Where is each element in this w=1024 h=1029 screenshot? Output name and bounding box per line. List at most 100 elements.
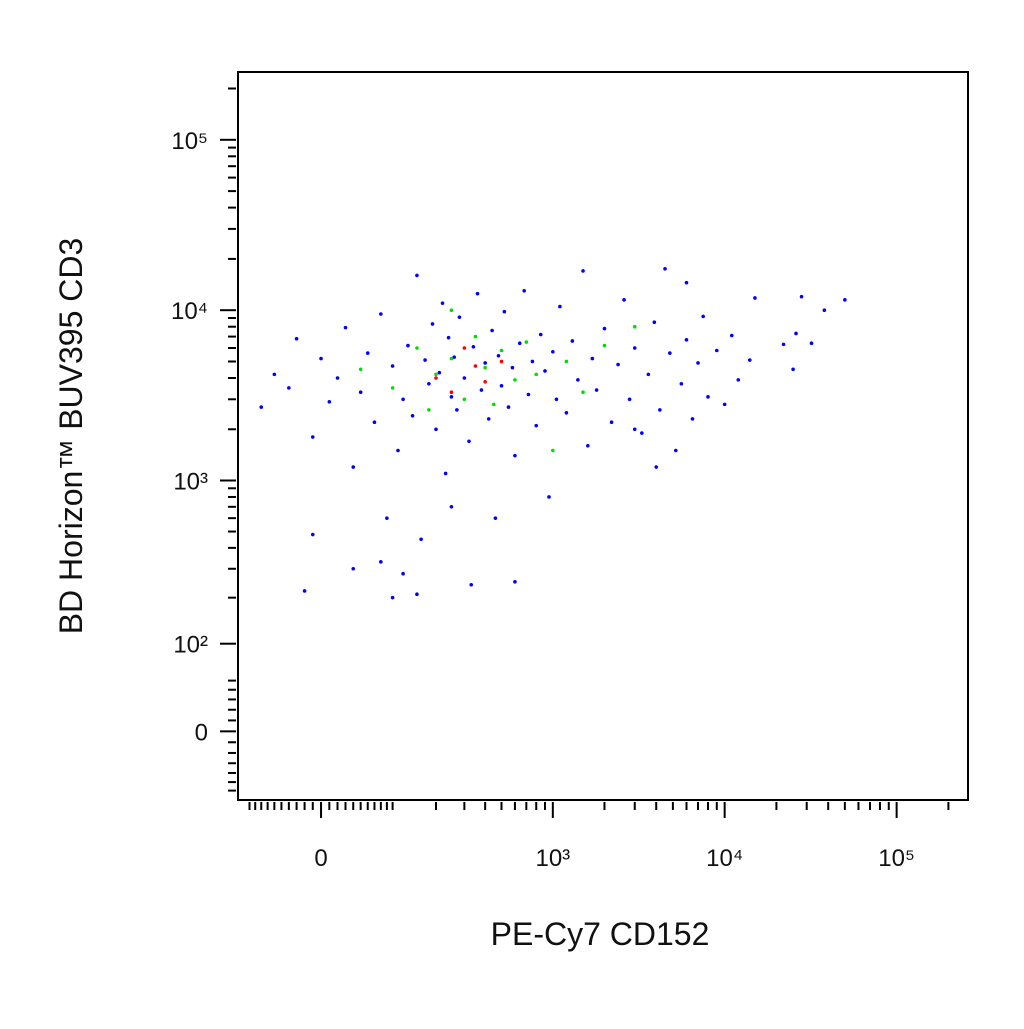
- data-point: [493, 516, 498, 520]
- data-point: [602, 343, 607, 348]
- data-point: [690, 417, 695, 421]
- data-point: [385, 516, 389, 520]
- data-point: [722, 402, 727, 407]
- data-point: [576, 378, 580, 382]
- data-point: [440, 301, 445, 305]
- data-point: [513, 453, 517, 458]
- data-point: [622, 298, 626, 302]
- data-point: [499, 359, 504, 364]
- data-point: [791, 367, 795, 372]
- data-point: [502, 309, 507, 314]
- data-point: [372, 420, 377, 425]
- data-point: [496, 353, 501, 358]
- data-point: [471, 344, 476, 349]
- data-point: [415, 592, 419, 597]
- data-point: [390, 595, 395, 600]
- data-point: [558, 304, 562, 309]
- data-point: [526, 392, 531, 397]
- data-point: [449, 395, 454, 399]
- data-point: [343, 325, 348, 330]
- data-point: [534, 372, 539, 377]
- data-point: [551, 448, 555, 453]
- data-point: [390, 364, 395, 368]
- data-point: [327, 399, 332, 404]
- data-point: [473, 364, 478, 368]
- data-point: [310, 435, 315, 439]
- data-point: [627, 397, 632, 402]
- data-point: [843, 298, 847, 302]
- data-point: [513, 580, 517, 584]
- data-point: [809, 341, 814, 346]
- data-point: [602, 326, 607, 331]
- data-point: [663, 266, 667, 271]
- data-point: [564, 359, 569, 364]
- data-point: [415, 346, 419, 350]
- plot-frame: [237, 71, 969, 801]
- data-point: [652, 320, 657, 325]
- data-point: [658, 408, 662, 412]
- data-point: [401, 571, 405, 576]
- data-point: [396, 448, 400, 453]
- data-point: [632, 346, 637, 350]
- data-point: [554, 397, 559, 402]
- data-point: [729, 333, 734, 338]
- data-point: [547, 495, 551, 499]
- x-tick-label: 10³: [535, 845, 570, 872]
- data-point: [434, 376, 438, 380]
- data-point: [586, 443, 590, 448]
- data-point: [437, 370, 442, 375]
- data-point: [449, 308, 454, 312]
- data-point: [335, 376, 340, 380]
- x-tick-label: 10⁴: [706, 845, 743, 872]
- data-point: [483, 365, 487, 370]
- data-point: [302, 589, 307, 593]
- data-point: [640, 431, 644, 435]
- data-point: [467, 439, 471, 444]
- data-point: [490, 328, 494, 333]
- data-point: [434, 372, 438, 377]
- data-point: [794, 331, 798, 336]
- x-tick-label: 0: [314, 845, 327, 872]
- data-point: [706, 395, 710, 399]
- data-point: [510, 365, 515, 370]
- data-point: [646, 372, 651, 377]
- data-point: [452, 355, 456, 359]
- data-point: [390, 386, 395, 390]
- data-point: [684, 280, 689, 285]
- data-point: [415, 273, 419, 278]
- data-point: [799, 294, 804, 299]
- data-point: [469, 582, 474, 587]
- data-point: [674, 448, 678, 453]
- data-point: [517, 341, 522, 346]
- y-tick-label: 0: [195, 719, 208, 746]
- data-point: [457, 315, 462, 319]
- data-point: [358, 390, 363, 395]
- data-point: [406, 343, 410, 348]
- data-point: [358, 367, 363, 372]
- data-point: [534, 423, 539, 428]
- x-tick-label: 10⁵: [878, 845, 915, 872]
- data-point: [455, 408, 459, 412]
- data-point: [616, 362, 620, 367]
- y-axis-label: BD Horizon™ BUV395 CD3: [53, 238, 89, 635]
- y-tick-label: 10⁴: [171, 298, 208, 325]
- data-point: [401, 397, 405, 402]
- data-point: [462, 346, 467, 350]
- data-point: [475, 291, 480, 296]
- data-point: [581, 269, 585, 273]
- data-point: [319, 356, 323, 361]
- data-point: [462, 376, 467, 380]
- data-point: [753, 296, 757, 300]
- data-point: [543, 369, 547, 373]
- data-point: [524, 340, 529, 344]
- data-point: [551, 349, 555, 354]
- data-point: [310, 532, 315, 537]
- data-point: [479, 388, 484, 392]
- data-point: [449, 505, 454, 509]
- data-point: [530, 359, 535, 364]
- data-point: [486, 417, 491, 421]
- data-point: [564, 410, 569, 415]
- data-point: [714, 348, 719, 353]
